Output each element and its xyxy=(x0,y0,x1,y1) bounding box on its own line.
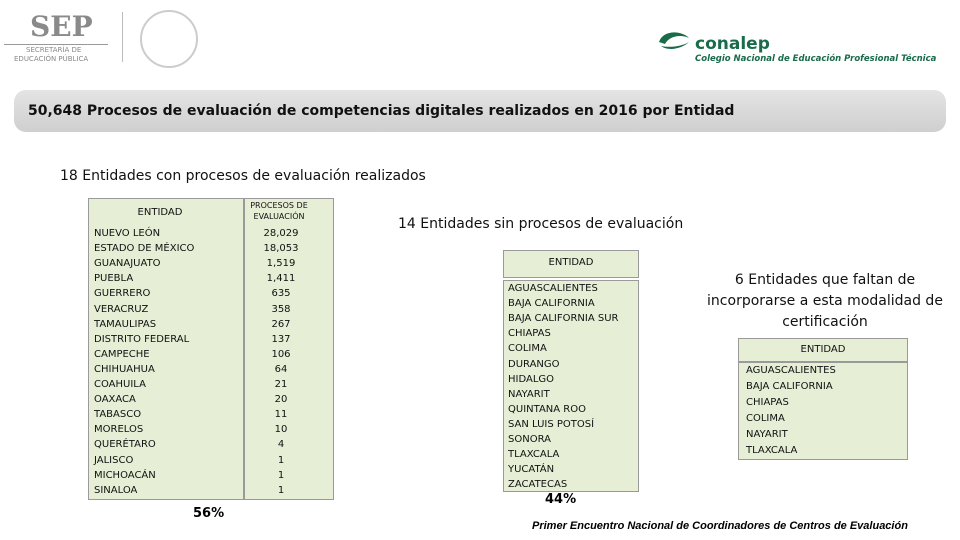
entity: CHIHUAHUA xyxy=(94,363,155,375)
entity: TABASCO xyxy=(94,409,142,421)
count: 20 xyxy=(274,394,288,406)
entity: QUERÉTARO xyxy=(94,439,156,451)
entity: BAJA CALIFORNIA xyxy=(746,381,833,392)
sep-rule xyxy=(4,44,108,45)
percent: 44% xyxy=(545,492,577,507)
entity: COLIMA xyxy=(508,343,547,355)
title-bar xyxy=(14,90,946,132)
table-body xyxy=(738,362,908,460)
entity: TAMAULIPAS xyxy=(94,318,157,330)
table-body xyxy=(503,280,639,492)
entity: VERACRUZ xyxy=(94,303,149,315)
count: 106 xyxy=(271,348,291,360)
count: 28,029 xyxy=(263,228,299,239)
count: 267 xyxy=(271,318,291,330)
entity: NAYARIT xyxy=(508,388,550,400)
column-header: ENTIDAD xyxy=(800,344,846,355)
entity: SONORA xyxy=(508,434,551,445)
count: 4 xyxy=(277,439,285,451)
entity: PUEBLA xyxy=(94,273,134,285)
count: 1 xyxy=(277,454,285,466)
entity: YUCATÁN xyxy=(508,464,555,476)
entity: TLAXCALA xyxy=(746,445,798,456)
table-col xyxy=(88,198,244,500)
emblem xyxy=(140,10,198,68)
count: 64 xyxy=(274,363,288,375)
sep-logo: SEP xyxy=(30,10,93,43)
entity: BAJA CALIFORNIA xyxy=(508,298,595,310)
count: 358 xyxy=(271,303,291,315)
entity: MORELOS xyxy=(94,424,144,436)
entity: COLIMA xyxy=(746,413,785,424)
count: 11 xyxy=(274,409,288,421)
sep-subtitle: SECRETARÍA DE xyxy=(26,46,82,54)
table-col xyxy=(244,198,334,500)
count: 1,411 xyxy=(266,273,296,285)
conalep-logo: conalep xyxy=(695,34,770,54)
section-heading: 14 Entidades sin procesos de evaluación xyxy=(398,216,684,232)
entity: CHIAPAS xyxy=(746,397,789,408)
entity: SINALOA xyxy=(94,484,138,496)
percent: 56% xyxy=(193,506,225,521)
entity: CHIAPAS xyxy=(508,328,551,340)
table-header xyxy=(503,250,639,278)
column-header: PROCESOS DE EVALUACIÓN xyxy=(250,201,308,221)
entity: AGUASCALIENTES xyxy=(746,365,836,376)
sep-subtitle: EDUCACIÓN PÚBLICA xyxy=(14,55,89,63)
count: 21 xyxy=(274,379,288,390)
count: 137 xyxy=(271,333,291,345)
entity: BAJA CALIFORNIA SUR xyxy=(508,313,619,325)
count: 1 xyxy=(277,469,285,481)
column-header: ENTIDAD xyxy=(137,207,183,218)
entity: GUERRERO xyxy=(94,288,151,300)
entity: ZACATECAS xyxy=(508,479,568,491)
count: 635 xyxy=(271,288,291,300)
title: 50,648 Procesos de evaluación de compete… xyxy=(28,103,735,119)
divider xyxy=(122,12,123,62)
section-heading: 6 Entidades que faltan de incorporarse a… xyxy=(707,272,943,330)
conalep-subtitle: Colegio Nacional de Educación Profesiona… xyxy=(695,54,937,64)
entity: NAYARIT xyxy=(746,429,788,440)
entity: NUEVO LEÓN xyxy=(94,228,161,239)
count: 1,519 xyxy=(266,258,296,270)
entity: SAN LUIS POTOSÍ xyxy=(508,418,595,430)
entity: QUINTANA ROO xyxy=(508,403,586,415)
conalep-icon xyxy=(659,32,689,49)
entity: AGUASCALIENTES xyxy=(508,283,598,294)
entity: COAHUILA xyxy=(94,379,146,390)
count: 10 xyxy=(274,424,288,436)
entity: ESTADO DE MÉXICO xyxy=(94,243,195,255)
section-heading: 18 Entidades con procesos de evaluación … xyxy=(60,168,426,184)
count: 18,053 xyxy=(263,243,299,255)
count: 1 xyxy=(277,484,285,496)
table-header xyxy=(738,338,908,362)
entity: JALISCO xyxy=(94,454,134,466)
entity: MICHOACÁN xyxy=(94,469,156,481)
entity: GUANAJUATO xyxy=(94,258,161,270)
entity: DURANGO xyxy=(508,358,560,370)
footer: Primer Encuentro Nacional de Coordinador… xyxy=(532,520,908,532)
column-header: ENTIDAD xyxy=(548,257,594,268)
entity: TLAXCALA xyxy=(508,449,560,461)
entity: HIDALGO xyxy=(508,373,555,385)
entity: CAMPECHE xyxy=(94,348,150,360)
entity: DISTRITO FEDERAL xyxy=(94,333,190,345)
entity: OAXACA xyxy=(94,394,136,406)
